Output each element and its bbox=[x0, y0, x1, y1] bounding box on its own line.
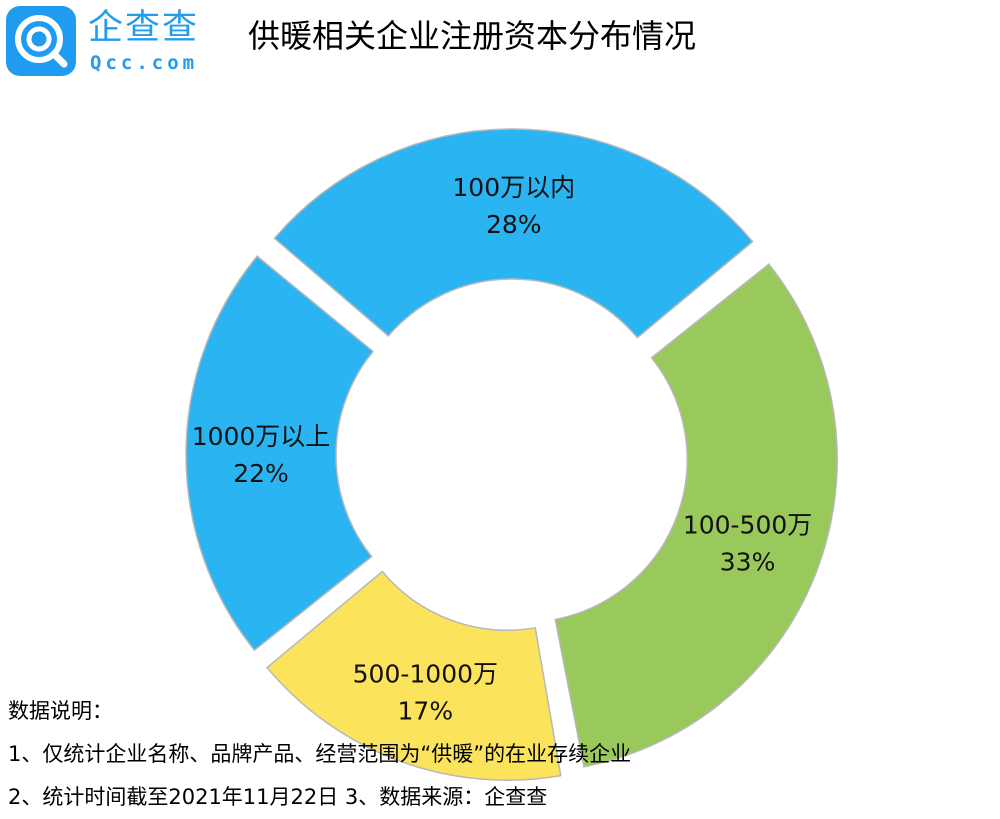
slice-category-label: 100-500万 bbox=[683, 511, 812, 540]
donut-slice bbox=[273, 128, 754, 339]
slice-category-label: 100万以内 bbox=[452, 173, 575, 202]
slice-category-label: 500-1000万 bbox=[353, 660, 498, 689]
slice-value-label: 17% bbox=[398, 697, 454, 726]
qcc-logo: 企查查 Qcc.com bbox=[6, 6, 216, 76]
notes-heading: 数据说明： bbox=[8, 699, 113, 723]
qcc-logo-icon bbox=[6, 6, 76, 76]
donut-slice bbox=[554, 263, 838, 768]
notes-line-2: 2、统计时间截至2021年11月22日 3、数据来源：企查查 bbox=[8, 785, 548, 809]
logo-name: 企查查 bbox=[88, 8, 200, 48]
chart-title: 供暖相关企业注册资本分布情况 bbox=[248, 17, 697, 55]
slice-category-label: 1000万以上 bbox=[192, 422, 331, 451]
donut-slice bbox=[265, 570, 562, 781]
logo-domain: Qcc.com bbox=[90, 52, 199, 74]
slice-value-label: 33% bbox=[720, 548, 776, 577]
slice-value-label: 28% bbox=[486, 210, 542, 239]
donut-slice bbox=[185, 255, 375, 652]
data-notes: 数据说明： 1、仅统计企业名称、品牌产品、经营范围为“供暖”的在业存续企业 2、… bbox=[8, 690, 631, 819]
notes-line-1: 1、仅统计企业名称、品牌产品、经营范围为“供暖”的在业存续企业 bbox=[8, 742, 632, 766]
slice-value-label: 22% bbox=[233, 459, 289, 488]
